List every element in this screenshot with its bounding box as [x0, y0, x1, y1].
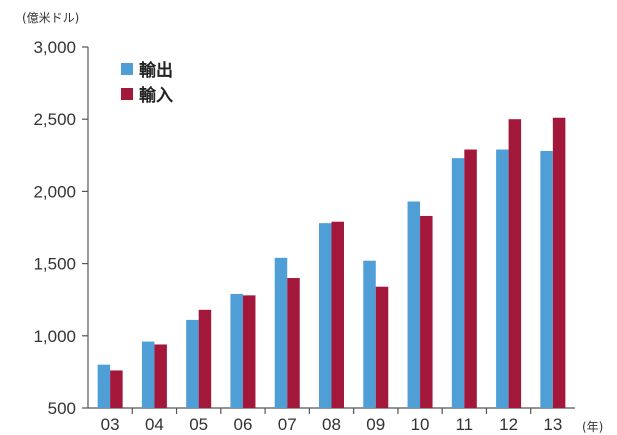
- y-tick-label: 1,000: [33, 327, 76, 346]
- bar-exports-13: [540, 150, 553, 408]
- legend-label-exports: 輸出: [139, 60, 173, 81]
- x-tick-label: 07: [278, 415, 297, 434]
- y-tick-label: 2,500: [33, 110, 76, 129]
- bar-exports-09: [363, 260, 376, 408]
- axes: [82, 46, 575, 414]
- x-tick-label: 11: [455, 415, 473, 434]
- bar-exports-05: [186, 319, 199, 408]
- bars: [97, 117, 566, 409]
- bar-imports-03: [110, 370, 123, 408]
- bar-exports-03: [97, 364, 111, 408]
- y-tick-label: 3,000: [33, 38, 76, 57]
- y-unit-label: (億米ドル): [22, 11, 79, 25]
- x-tick-label: 04: [145, 415, 164, 434]
- legend-label-imports: 輸入: [139, 85, 173, 106]
- y-tick-label: 500: [48, 399, 76, 418]
- x-tick-label: 12: [499, 415, 518, 434]
- x-tick-label: 06: [233, 415, 252, 434]
- bar-exports-10: [407, 201, 421, 408]
- y-tick-label: 2,000: [33, 182, 76, 201]
- bar-imports-04: [154, 344, 167, 408]
- x-tick-label: 09: [366, 415, 385, 434]
- bar-exports-08: [319, 223, 332, 408]
- bar-exports-04: [141, 341, 155, 408]
- bar-exports-07: [274, 257, 288, 408]
- legend-swatch-exports: [121, 63, 133, 75]
- bar-imports-13: [552, 117, 566, 409]
- bar-imports-09: [375, 286, 389, 408]
- legend-swatch-imports: [121, 88, 133, 100]
- bar-imports-10: [420, 215, 433, 408]
- x-tick-label: 08: [322, 415, 341, 434]
- y-tick-label: 1,500: [33, 255, 76, 274]
- bar-imports-08: [331, 221, 344, 408]
- bar-imports-11: [464, 149, 477, 409]
- x-unit-label: (年): [582, 420, 603, 434]
- bar-imports-07: [287, 278, 300, 408]
- x-tick-label: 05: [189, 415, 208, 434]
- bar-exports-11: [451, 158, 465, 408]
- x-tick-label: 03: [101, 415, 120, 434]
- x-tick-label: 13: [543, 415, 562, 434]
- bar-imports-12: [508, 119, 522, 408]
- tick-labels: 500 1,000 1,500 2,000 2,500 3,000 03 04 05 06 07 08…: [33, 38, 562, 434]
- bar-exports-06: [230, 293, 243, 408]
- bar-imports-05: [198, 309, 212, 408]
- x-tick-label: 10: [411, 415, 430, 434]
- bar-exports-12: [496, 149, 509, 409]
- bar-imports-06: [242, 295, 256, 408]
- legend: 輸出 輸入: [121, 60, 173, 106]
